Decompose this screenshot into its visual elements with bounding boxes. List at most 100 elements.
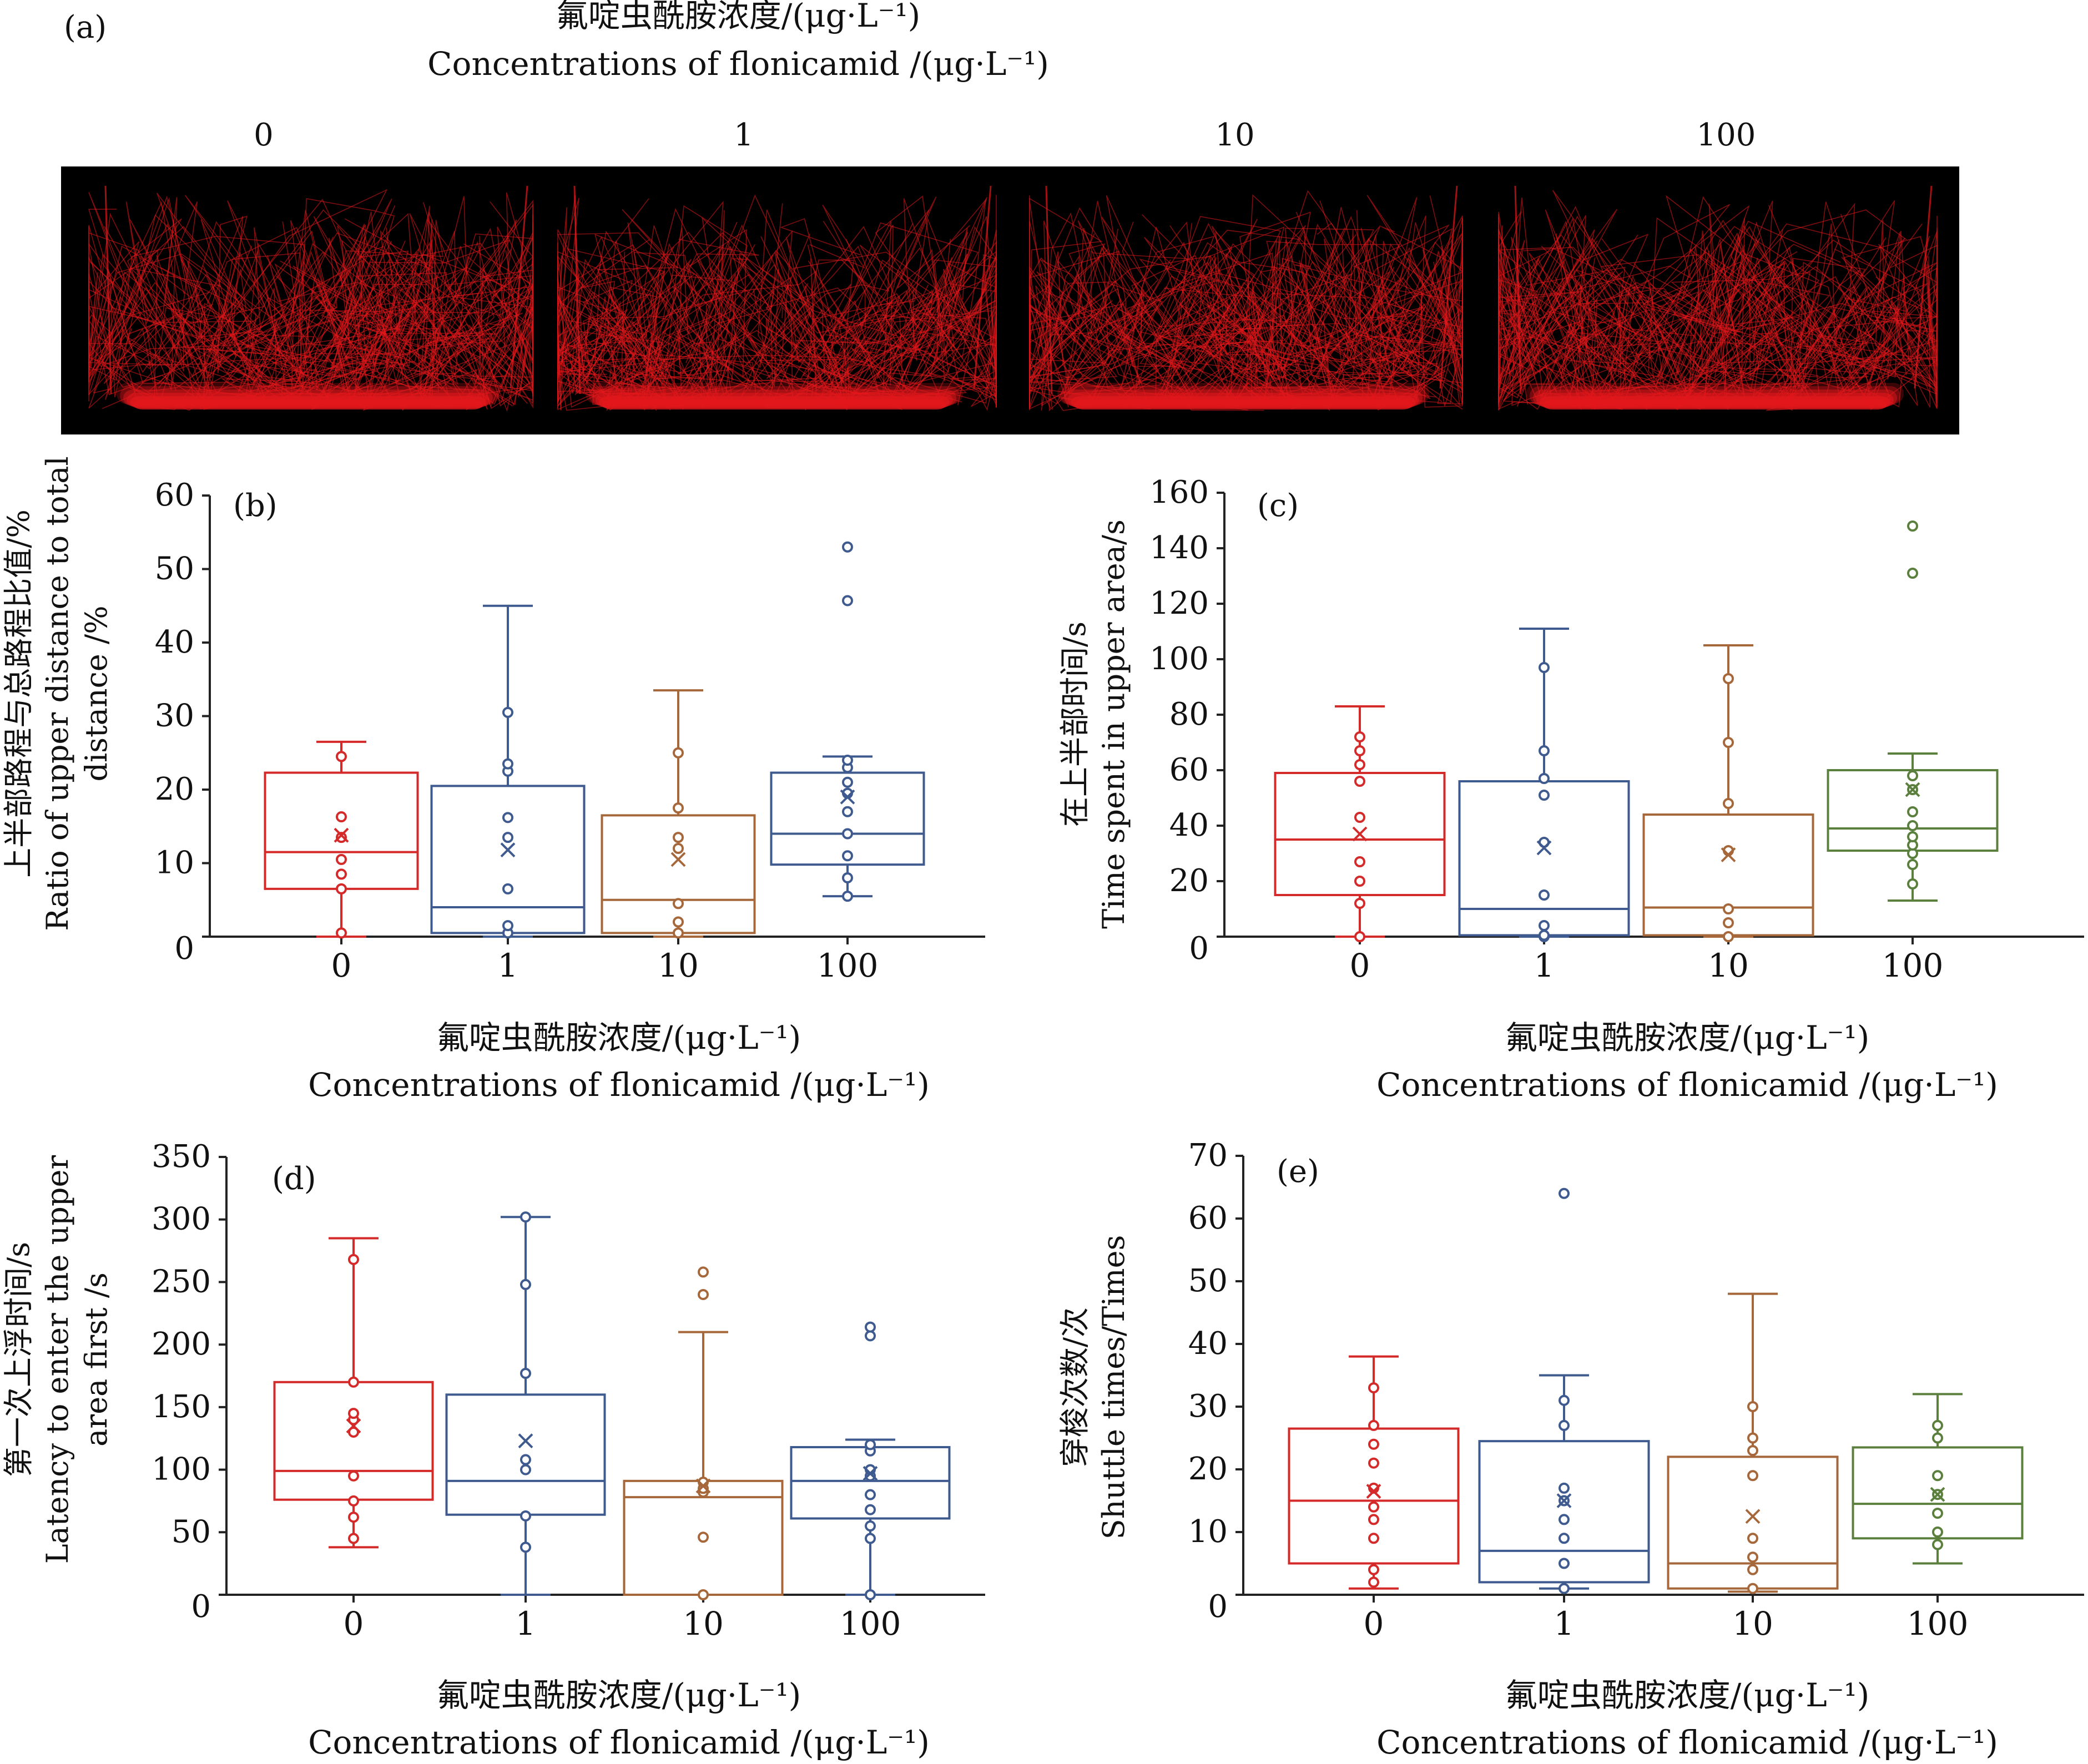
data-point bbox=[1368, 1457, 1379, 1469]
panel-c-y-tick-label: 80 bbox=[1169, 696, 1209, 732]
panel-d-xlabel-cn: 氟啶虫酰胺浓度/(μg·L⁻¹) bbox=[437, 1676, 801, 1714]
panel-b-letter: (b) bbox=[233, 488, 278, 524]
panel-c-y-tick-label: 140 bbox=[1149, 530, 1209, 566]
trajectory-path bbox=[413, 228, 534, 394]
data-point bbox=[1907, 820, 1918, 831]
trajectory-path bbox=[1497, 215, 1586, 411]
panel-a-letter: (a) bbox=[64, 9, 107, 46]
trajectory-path bbox=[672, 204, 979, 387]
data-point bbox=[1354, 898, 1365, 909]
trajectory-path bbox=[1028, 220, 1186, 412]
trajectory-path bbox=[1497, 232, 1662, 392]
panel-c-xlabel-cn: 氟啶虫酰胺浓度/(μg·L⁻¹) bbox=[1505, 1019, 1869, 1057]
panel-b-box-100 bbox=[770, 541, 925, 902]
panel-c-box-1 bbox=[1458, 628, 1630, 942]
data-point bbox=[1354, 759, 1365, 770]
panel-d-y-tick-label: 150 bbox=[152, 1389, 211, 1425]
data-point bbox=[842, 872, 853, 883]
trajectory-path bbox=[557, 198, 800, 403]
panel-e-y-tick-label: 20 bbox=[1188, 1451, 1228, 1487]
trajectory-path bbox=[563, 317, 795, 410]
trajectory-path bbox=[160, 215, 292, 410]
trajectory-path bbox=[281, 210, 427, 405]
trajectory-path bbox=[1581, 205, 1825, 403]
data-point bbox=[348, 1408, 359, 1419]
data-point bbox=[1932, 1470, 1943, 1482]
trajectory-path bbox=[1523, 238, 1718, 407]
trajectory-path bbox=[1029, 230, 1233, 367]
mean-marker bbox=[518, 1433, 533, 1449]
data-point bbox=[1354, 876, 1365, 887]
data-point bbox=[336, 853, 347, 865]
data-point bbox=[673, 927, 684, 939]
mean-marker bbox=[863, 1465, 878, 1481]
data-point bbox=[1723, 673, 1734, 684]
data-point bbox=[348, 1495, 359, 1507]
trajectory-path bbox=[1029, 216, 1212, 411]
data-point bbox=[842, 850, 853, 862]
iqr-box bbox=[1852, 1446, 2024, 1540]
iqr-box bbox=[1458, 780, 1630, 937]
data-point bbox=[1559, 1583, 1570, 1594]
data-point bbox=[1368, 1514, 1379, 1525]
data-point bbox=[842, 541, 853, 553]
trajectory-path bbox=[422, 202, 534, 411]
data-point bbox=[1559, 1514, 1570, 1525]
data-point bbox=[1747, 1564, 1758, 1575]
trajectory-path bbox=[557, 270, 668, 411]
data-point bbox=[865, 1520, 876, 1532]
trajectory-path bbox=[1642, 239, 1938, 408]
panel-b-x-tick-label: 10 bbox=[658, 947, 699, 984]
data-point bbox=[865, 1489, 876, 1500]
panel-d-y-tick-label: 0 bbox=[191, 1589, 211, 1625]
data-point bbox=[673, 843, 684, 854]
panel-d-letter: (d) bbox=[272, 1161, 316, 1197]
panel-b-box-10 bbox=[601, 689, 756, 939]
iqr-box bbox=[1274, 772, 1446, 896]
trajectory-path bbox=[793, 197, 987, 402]
panel-c: 0 20 40 60 80 100 120 140 160 0 1 10 100 (c) 在上半部时间/… bbox=[1057, 474, 2084, 1104]
mean-marker bbox=[1366, 1484, 1381, 1499]
mean-marker bbox=[1745, 1509, 1761, 1524]
mean-marker bbox=[500, 842, 516, 858]
data-point bbox=[520, 1278, 531, 1290]
panel-b-plot-area: 0 10 20 30 40 50 60 0 1 10 100 bbox=[155, 477, 985, 984]
panel-e-x-tick-label: 0 bbox=[1364, 1605, 1384, 1642]
trajectory-path bbox=[1497, 236, 1585, 410]
data-point bbox=[1368, 1564, 1379, 1575]
trajectory-path bbox=[606, 270, 853, 411]
data-point bbox=[673, 832, 684, 843]
panel-a-title-cn: 氟啶虫酰胺浓度/(μg·L⁻¹) bbox=[556, 0, 920, 34]
data-point bbox=[520, 1211, 531, 1223]
mean-marker bbox=[1352, 826, 1368, 842]
trajectory-path bbox=[1284, 241, 1463, 404]
data-point bbox=[336, 927, 347, 939]
trajectory-path bbox=[1225, 240, 1393, 402]
trajectory-path bbox=[1254, 262, 1424, 402]
panel-e-box-0 bbox=[1288, 1355, 1460, 1590]
iqr-box bbox=[273, 1381, 434, 1501]
data-point bbox=[1539, 745, 1550, 756]
trajectory-path bbox=[813, 195, 987, 374]
panel-b-y-tick-label: 30 bbox=[155, 698, 194, 734]
trajectory-tank-3 bbox=[1497, 185, 1939, 411]
trajectory-tank-1 bbox=[556, 185, 998, 412]
trajectory-path bbox=[1498, 240, 1806, 409]
panel-c-y-tick-label: 40 bbox=[1169, 807, 1209, 843]
trajectory-path bbox=[577, 252, 715, 411]
panel-d-y-tick-label: 50 bbox=[172, 1514, 211, 1550]
data-point bbox=[1354, 856, 1365, 867]
data-point bbox=[520, 1367, 531, 1379]
trajectory-path bbox=[1157, 223, 1346, 349]
data-point bbox=[1747, 1445, 1758, 1457]
trajectory-path bbox=[1751, 297, 1938, 406]
data-point bbox=[348, 1470, 359, 1482]
data-point bbox=[502, 706, 513, 718]
panel-c-y-tick-label: 120 bbox=[1149, 585, 1209, 621]
data-point bbox=[1907, 831, 1918, 842]
trajectory-path bbox=[1498, 209, 1621, 390]
mean-marker bbox=[670, 852, 686, 867]
trajectory-path bbox=[299, 206, 511, 407]
trajectory-path bbox=[258, 209, 423, 398]
trajectory-path bbox=[1612, 220, 1862, 405]
